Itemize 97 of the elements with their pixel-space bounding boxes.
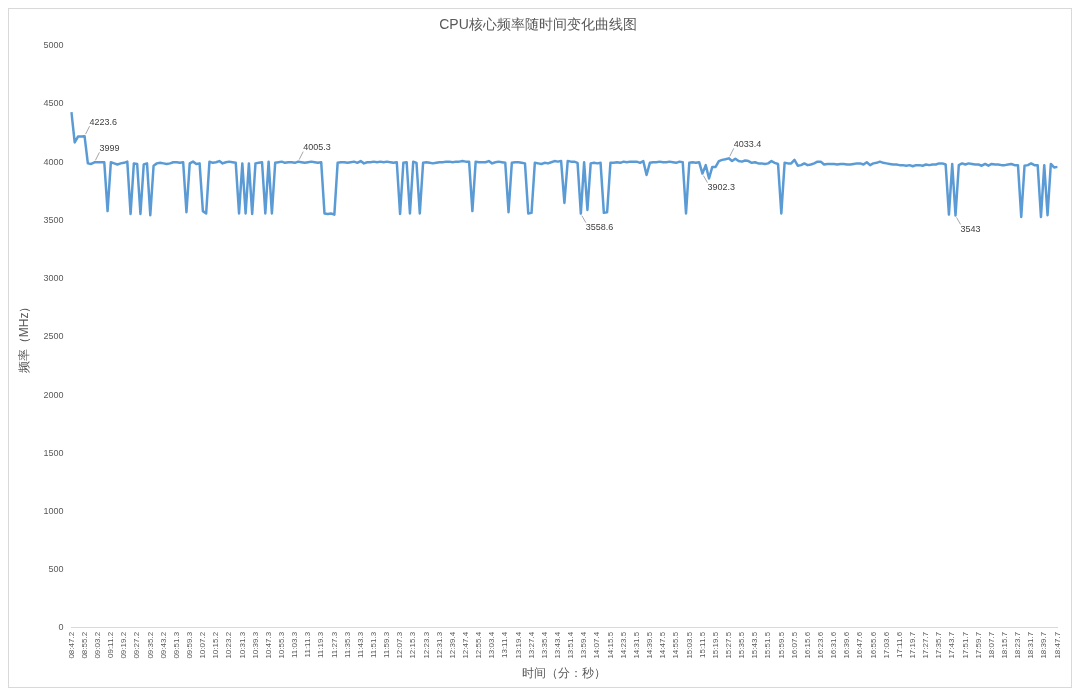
x-tick-label: 11:43.3	[355, 631, 365, 659]
y-axis-title: 频率（MHz）	[16, 300, 31, 374]
x-tick-label: 10:31.3	[237, 631, 247, 659]
x-tick-label: 15:11.5	[697, 631, 707, 659]
x-tick-label: 09:51.3	[171, 631, 181, 659]
x-tick-label: 09:35.2	[145, 631, 155, 659]
x-tick-label: 13:35.4	[539, 631, 549, 659]
data-label: 4005.3	[303, 142, 331, 153]
x-tick-label: 09:27.2	[132, 631, 142, 659]
x-tick-label: 09:19.2	[119, 631, 129, 659]
x-tick-label: 09:43.2	[158, 631, 168, 659]
x-tick-label: 13:27.4	[526, 631, 536, 659]
x-tick-label: 14:31.5	[631, 631, 641, 659]
x-tick-label: 11:35.3	[342, 631, 352, 659]
x-tick-label: 17:51.7	[960, 631, 970, 659]
x-axis-title: 时间（分：秒）	[522, 666, 607, 681]
y-tick-label: 3000	[43, 273, 64, 284]
x-tick-label: 10:47.3	[263, 631, 273, 659]
x-tick-label: 10:23.2	[224, 631, 234, 659]
x-tick-label: 10:39.3	[250, 631, 260, 659]
x-tick-label: 14:47.5	[658, 631, 668, 659]
x-tick-label: 14:07.4	[592, 631, 602, 659]
x-tick-label: 10:07.2	[198, 631, 208, 659]
x-tick-label: 15:43.5	[750, 631, 760, 659]
x-tick-label: 14:39.5	[645, 631, 655, 659]
x-tick-label: 09:11.2	[106, 631, 116, 659]
x-tick-label: 17:03.6	[881, 631, 891, 659]
x-tick-label: 16:47.6	[855, 631, 865, 659]
x-tick-label: 10:15.2	[211, 631, 221, 659]
x-tick-label: 11:19.3	[316, 631, 326, 659]
x-tick-label: 17:11.6	[894, 631, 904, 659]
data-label: 3558.6	[585, 222, 614, 233]
x-tick-label: 15:27.5	[723, 631, 733, 659]
y-tick-label: 0	[58, 622, 64, 633]
x-tick-label: 08:47.2	[66, 631, 76, 659]
data-label: 4033.4	[733, 138, 762, 149]
x-tick-label: 16:23.6	[815, 631, 825, 659]
x-tick-label: 17:27.7	[921, 631, 931, 659]
x-tick-label: 17:59.7	[973, 631, 983, 659]
y-tick-label: 4500	[43, 98, 64, 109]
x-tick-label: 18:31.7	[1026, 631, 1036, 659]
y-tick-label: 3500	[43, 214, 64, 225]
x-tick-label: 14:55.5	[671, 631, 681, 659]
chart-title: CPU核心频率随时间变化曲线图	[439, 16, 637, 33]
x-tick-label: 16:15.6	[802, 631, 812, 659]
x-tick-label: 11:27.3	[329, 631, 339, 659]
x-tick-label: 13:11.4	[500, 631, 510, 659]
x-tick-label: 12:23.3	[421, 631, 431, 659]
x-tick-label: 11:51.3	[368, 631, 378, 659]
data-label: 3902.3	[707, 182, 735, 193]
x-tick-label: 08:55.2	[79, 631, 89, 659]
x-tick-label: 18:23.7	[1013, 631, 1023, 659]
x-tick-label: 14:15.5	[605, 631, 615, 659]
x-tick-label: 16:07.5	[789, 631, 799, 659]
x-tick-label: 17:19.7	[907, 631, 917, 659]
x-tick-label: 13:43.4	[553, 631, 563, 659]
x-tick-label: 15:59.5	[776, 631, 786, 659]
x-tick-label: 16:39.6	[842, 631, 852, 659]
x-tick-label: 12:07.3	[395, 631, 405, 659]
data-label: 4223.6	[89, 116, 118, 127]
x-tick-label: 13:19.4	[513, 631, 523, 659]
data-label: 3543	[960, 223, 981, 234]
x-tick-label: 15:35.5	[737, 631, 747, 659]
x-tick-label: 11:11.3	[303, 631, 313, 658]
x-tick-label: 09:03.2	[92, 631, 102, 659]
x-tick-label: 18:39.7	[1039, 631, 1049, 659]
x-tick-label: 12:39.4	[447, 631, 457, 659]
x-tick-label: 18:07.7	[986, 631, 996, 659]
x-tick-label: 14:23.5	[618, 631, 628, 659]
y-tick-label: 500	[48, 564, 64, 575]
y-tick-label: 2500	[43, 331, 64, 342]
x-tick-label: 12:47.4	[461, 631, 471, 659]
y-tick-label: 5000	[43, 40, 64, 51]
x-tick-label: 10:55.3	[276, 631, 286, 659]
x-tick-label: 17:43.7	[947, 631, 957, 659]
x-tick-label: 13:03.4	[487, 631, 497, 659]
x-tick-label: 15:19.5	[710, 631, 720, 659]
x-tick-label: 09:59.3	[184, 631, 194, 659]
x-tick-label: 11:03.3	[290, 631, 300, 659]
x-tick-label: 12:15.3	[408, 631, 418, 659]
x-tick-label: 17:35.7	[934, 631, 944, 659]
y-tick-label: 1000	[43, 505, 64, 516]
x-tick-label: 12:55.4	[474, 631, 484, 659]
x-tick-label: 16:31.6	[829, 631, 839, 659]
x-tick-label: 15:03.5	[684, 631, 694, 659]
x-tick-label: 11:59.3	[382, 631, 392, 659]
y-tick-label: 1500	[43, 447, 64, 458]
x-tick-label: 12:31.3	[434, 631, 444, 659]
x-tick-label: 15:51.5	[763, 631, 773, 659]
x-tick-label: 18:15.7	[1000, 631, 1010, 659]
x-tick-label: 13:59.4	[579, 631, 589, 659]
data-label: 3999	[99, 142, 120, 153]
x-tick-label: 16:55.6	[868, 631, 878, 659]
x-tick-label: 13:51.4	[566, 631, 576, 659]
x-tick-label: 18:47.7	[1052, 631, 1062, 659]
y-tick-label: 2000	[43, 389, 64, 400]
y-tick-label: 4000	[43, 156, 64, 167]
